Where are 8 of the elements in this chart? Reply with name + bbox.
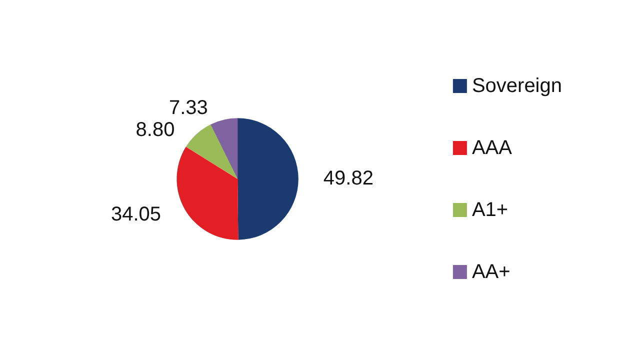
data-label: 34.05 [110, 204, 162, 226]
legend-label: AA+ [472, 261, 510, 283]
data-label: 49.82 [323, 168, 374, 190]
legend-label: AAA [472, 137, 513, 159]
legend-label: Sovereign [472, 75, 562, 97]
data-label: 8.80 [136, 119, 175, 142]
legend-label: A1+ [472, 199, 508, 221]
data-label: 7.33 [168, 97, 208, 120]
